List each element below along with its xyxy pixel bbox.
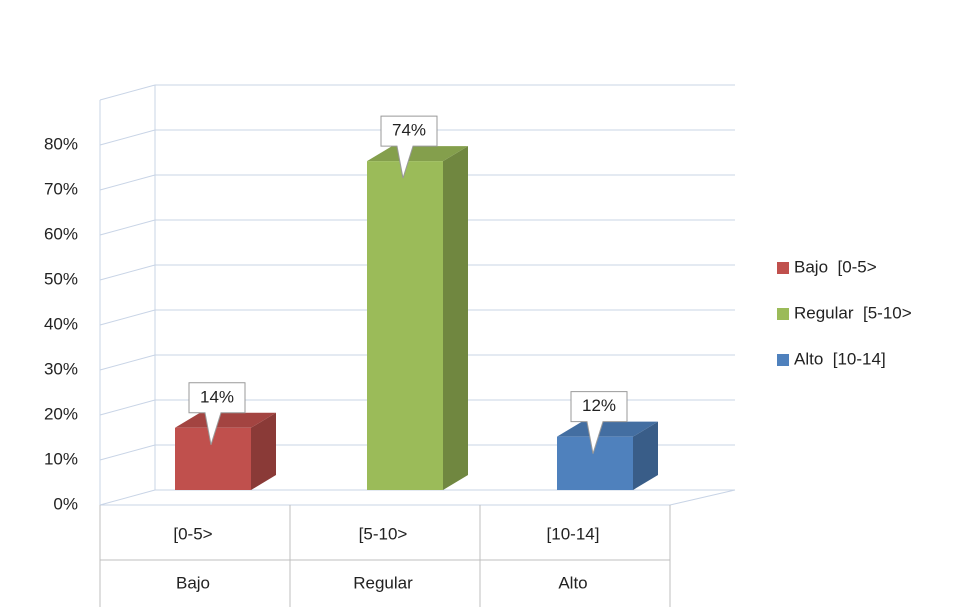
data-label: 74% [392, 121, 426, 140]
grid-line [99, 309, 156, 326]
bar-top [367, 146, 468, 162]
x-tick-label: [10-14] [547, 524, 600, 543]
bar-side [443, 146, 468, 490]
grid-line [99, 129, 156, 146]
bar [557, 421, 658, 490]
grid-line [99, 174, 156, 191]
bar-side [251, 412, 276, 490]
floor-edge [669, 489, 736, 506]
y-tick-label: 40% [44, 314, 78, 333]
data-label: 14% [200, 387, 234, 406]
data-label-box [570, 391, 628, 454]
y-tick-label: 60% [44, 224, 78, 243]
grid-line [99, 264, 156, 281]
grid-line [99, 489, 156, 506]
y-tick-label: 0% [53, 494, 78, 513]
x-group-label: Bajo [176, 573, 210, 592]
plot-frame [99, 84, 156, 101]
legend-swatch [777, 262, 789, 274]
legend-label: Alto [10-14] [794, 349, 886, 368]
legend-swatch [777, 308, 789, 320]
data-label-box [188, 382, 246, 445]
bar [367, 146, 468, 490]
grid-line [99, 399, 156, 416]
bar-top [175, 412, 276, 428]
y-tick-label: 20% [44, 404, 78, 423]
data-label: 12% [582, 396, 616, 415]
x-group-label: Alto [558, 573, 587, 592]
legend-swatch [777, 354, 789, 366]
grid-line [99, 219, 156, 236]
bar [175, 412, 276, 490]
bar-side [633, 421, 658, 490]
legend-label: Regular [5-10> [794, 303, 912, 322]
x-group-label: Regular [353, 573, 413, 592]
y-tick-label: 10% [44, 449, 78, 468]
y-tick-label: 80% [44, 134, 78, 153]
y-tick-label: 70% [44, 179, 78, 198]
x-tick-label: [0-5> [173, 524, 212, 543]
grid-line [99, 444, 156, 461]
y-tick-label: 30% [44, 359, 78, 378]
bar-top [557, 421, 658, 437]
data-label-box [380, 115, 438, 179]
y-tick-label: 50% [44, 269, 78, 288]
x-tick-label: [5-10> [359, 524, 408, 543]
bar-front [367, 161, 443, 490]
grid-line [99, 354, 156, 371]
legend-label: Bajo [0-5> [794, 257, 877, 276]
